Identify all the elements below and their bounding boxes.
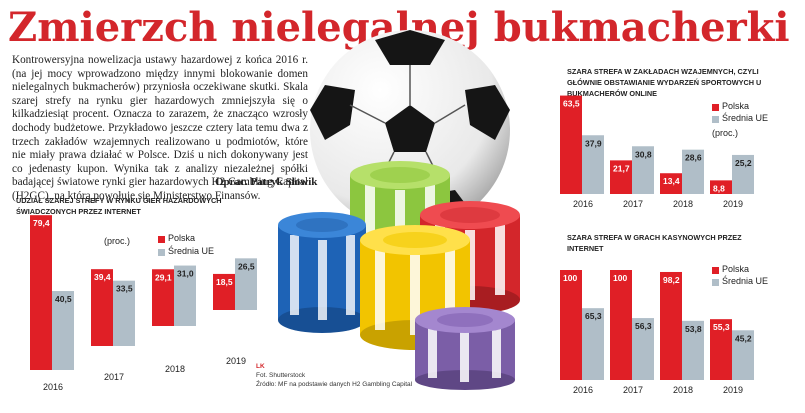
tick-2016: 2016 bbox=[43, 382, 63, 392]
bar-ue-2018 bbox=[174, 265, 196, 326]
chart2-unit: (proc.) bbox=[712, 128, 739, 138]
label-ue-2018: 31,0 bbox=[177, 269, 194, 279]
bar-ue-2019 bbox=[732, 154, 754, 194]
chart1-legend-swatch-polska bbox=[158, 236, 165, 243]
label-polska-2019: 18,5 bbox=[216, 277, 233, 287]
label-polska-2018: 98,2 bbox=[663, 275, 680, 285]
tick-2019: 2019 bbox=[723, 199, 743, 209]
bar-polska-2016 bbox=[560, 95, 582, 194]
label-ue-2019: 45,2 bbox=[735, 333, 752, 343]
tick-2017: 2017 bbox=[104, 372, 124, 382]
label-ue-2017: 56,3 bbox=[635, 321, 652, 331]
author-credit: Oprac. Patryk Słowik bbox=[215, 176, 318, 188]
chart3-legend-swatch-polska bbox=[712, 267, 719, 274]
bar-ue-2016 bbox=[582, 135, 604, 194]
bar-polska-2017 bbox=[91, 269, 113, 346]
chart2-legend-swatch-ue bbox=[712, 116, 719, 123]
bar-ue-2017 bbox=[632, 146, 654, 194]
bar-polska-2019 bbox=[213, 273, 235, 310]
label-polska-2019: 8,8 bbox=[713, 183, 725, 193]
label-ue-2016: 40,5 bbox=[55, 294, 72, 304]
label-polska-2017: 39,4 bbox=[94, 272, 111, 282]
tick-2018: 2018 bbox=[165, 364, 185, 374]
label-ue-2018: 53,8 bbox=[685, 324, 702, 334]
tick-2017: 2017 bbox=[623, 385, 643, 395]
chart1-title: Udział szarej strefy w rynku gier hazard… bbox=[16, 196, 222, 216]
bar-polska-2018 bbox=[660, 271, 682, 380]
label-ue-2019: 25,2 bbox=[735, 158, 752, 168]
chart3-legend-ue: Średnia UE bbox=[722, 276, 769, 286]
label-ue-2016: 65,3 bbox=[585, 311, 602, 321]
tick-2018: 2018 bbox=[673, 385, 693, 395]
bar-polska-2018 bbox=[152, 269, 174, 326]
lead-paragraph: Kontrowersyjna nowelizacja ustawy hazard… bbox=[12, 54, 308, 202]
tick-2016: 2016 bbox=[573, 199, 593, 209]
bar-polska-2016 bbox=[560, 270, 582, 380]
chart2-legend-polska: Polska bbox=[722, 101, 750, 111]
label-polska-2018: 29,1 bbox=[155, 272, 172, 282]
chart2-legend-ue: Średnia UE bbox=[722, 113, 769, 123]
bar-polska-2017 bbox=[610, 160, 632, 194]
tick-2017: 2017 bbox=[623, 199, 643, 209]
label-ue-2018: 28,6 bbox=[685, 153, 702, 163]
chart3-legend-swatch-ue bbox=[712, 279, 719, 286]
bar-ue-2018 bbox=[682, 149, 704, 194]
bar-ue-2019 bbox=[732, 330, 754, 380]
chart3-title: Szara strefa w grach kasynowych przez in… bbox=[567, 233, 742, 253]
bar-ue-2019 bbox=[235, 258, 257, 310]
chart2-legend-swatch-polska bbox=[712, 104, 719, 111]
label-polska-2017: 21,7 bbox=[613, 163, 630, 173]
tick-2016: 2016 bbox=[573, 385, 593, 395]
lk-badge: LK bbox=[256, 363, 265, 370]
photo-credit: Fot. Shutterstock bbox=[256, 372, 306, 379]
bar-polska-2019 bbox=[710, 319, 732, 380]
football-and-chips-illustration bbox=[278, 30, 520, 390]
label-ue-2017: 30,8 bbox=[635, 149, 652, 159]
bar-ue-2016 bbox=[582, 308, 604, 380]
bar-ue-2018 bbox=[682, 320, 704, 380]
bar-ue-2017 bbox=[113, 280, 135, 346]
chart2-title: Szara strefa w zakładach wzajemnych, czy… bbox=[567, 67, 762, 98]
bar-polska-2019 bbox=[710, 180, 732, 194]
label-polska-2017: 100 bbox=[613, 273, 627, 283]
chart1-unit: (proc.) bbox=[104, 236, 131, 246]
poker-chips-icon bbox=[278, 161, 520, 390]
chart1-legend-swatch-ue bbox=[158, 249, 165, 256]
tick-2019: 2019 bbox=[723, 385, 743, 395]
label-polska-2019: 55,3 bbox=[713, 322, 730, 332]
chart1-legend-ue: Średnia UE bbox=[168, 246, 215, 256]
label-ue-2019: 26,5 bbox=[238, 261, 255, 271]
bar-ue-2017 bbox=[632, 318, 654, 380]
bar-polska-2017 bbox=[610, 270, 632, 380]
bar-polska-2018 bbox=[660, 173, 682, 194]
label-polska-2016: 100 bbox=[563, 273, 577, 283]
chart1-legend-polska: Polska bbox=[168, 233, 196, 243]
label-ue-2016: 37,9 bbox=[585, 138, 602, 148]
label-polska-2016: 79,4 bbox=[33, 218, 50, 228]
tick-2018: 2018 bbox=[673, 199, 693, 209]
bar-ue-2016 bbox=[52, 291, 74, 370]
label-polska-2018: 13,4 bbox=[663, 176, 680, 186]
source-credit: Źródło: MF na podstawie danych H2 Gambli… bbox=[256, 381, 413, 388]
tick-2019: 2019 bbox=[226, 356, 246, 366]
label-ue-2017: 33,5 bbox=[116, 284, 133, 294]
label-polska-2016: 63,5 bbox=[563, 99, 580, 109]
bar-polska-2016 bbox=[30, 215, 52, 370]
chart3-legend-polska: Polska bbox=[722, 264, 750, 274]
